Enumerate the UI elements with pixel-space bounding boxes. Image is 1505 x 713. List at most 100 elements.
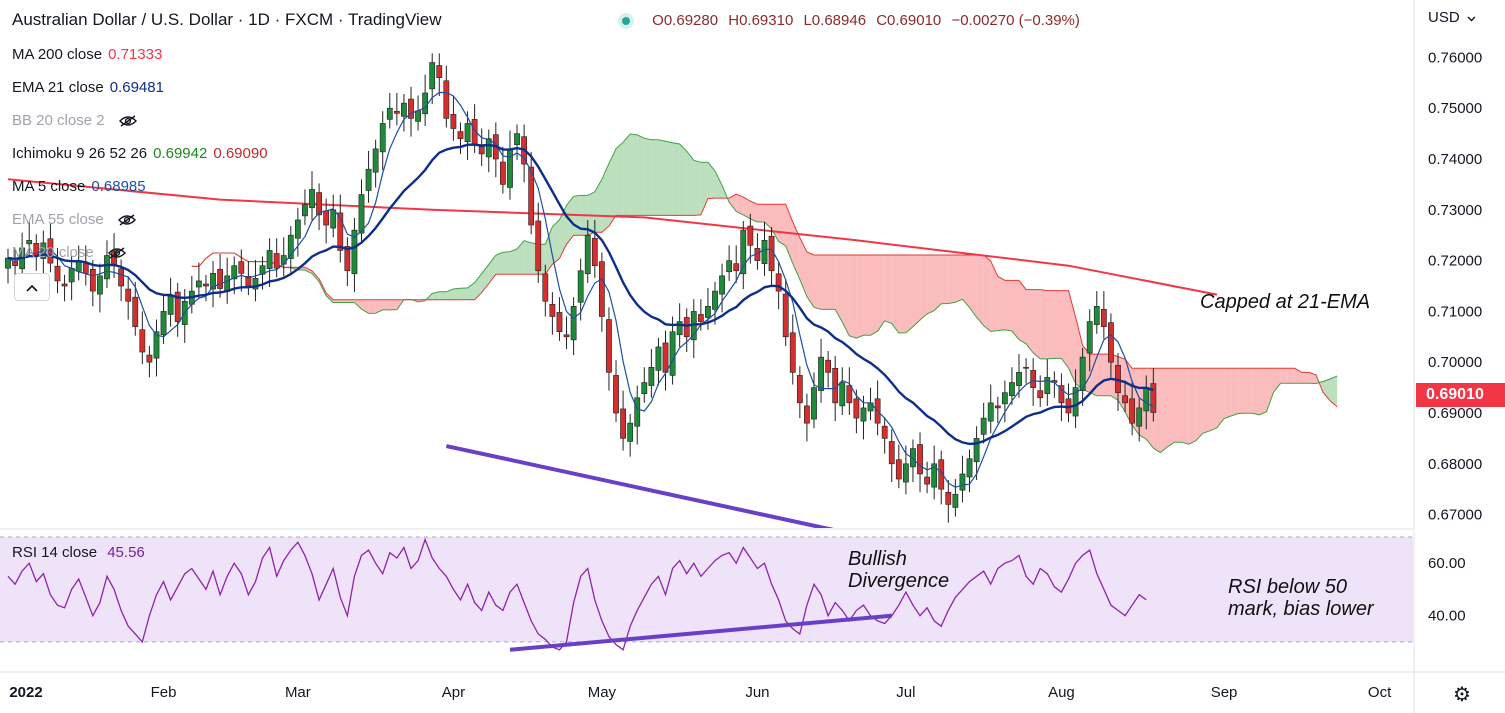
cloud-segment bbox=[792, 221, 800, 280]
cloud-segment bbox=[601, 163, 609, 233]
annotation-bullish-divergence: Bullish Divergence bbox=[848, 548, 949, 592]
candle-body bbox=[959, 473, 966, 491]
candle-body bbox=[563, 334, 570, 338]
candle-body bbox=[1044, 377, 1051, 394]
price-tick-label: 0.73000 bbox=[1428, 202, 1482, 219]
legend-ma20[interactable]: MA 20 close bbox=[12, 244, 126, 261]
candle-body bbox=[818, 356, 824, 391]
legend-ichimoku[interactable]: Ichimoku 9 26 52 26 0.69942 0.69090 bbox=[12, 145, 268, 162]
legend-ema55[interactable]: EMA 55 close bbox=[12, 211, 136, 228]
candle-body bbox=[203, 283, 209, 287]
hidden-eye-icon[interactable] bbox=[117, 214, 136, 226]
legend-ma5-label: MA 5 close bbox=[12, 178, 86, 195]
cloud-segment bbox=[729, 194, 737, 212]
candle-body bbox=[697, 314, 704, 322]
candle-body bbox=[1079, 356, 1086, 391]
time-tick-label: Sep bbox=[1211, 684, 1238, 701]
currency-selector[interactable]: USD bbox=[1428, 9, 1476, 26]
price-tick-label: 0.68000 bbox=[1428, 456, 1482, 473]
cloud-segment bbox=[1330, 375, 1338, 407]
legend-rsi[interactable]: RSI 14 close 45.56 bbox=[12, 544, 145, 561]
candle-body bbox=[309, 189, 315, 209]
cloud-segment bbox=[460, 287, 468, 300]
candle-body bbox=[902, 463, 909, 483]
cloud-segment bbox=[453, 288, 461, 300]
cloud-segment bbox=[665, 141, 673, 216]
candle-body bbox=[302, 204, 308, 217]
cloud-segment bbox=[509, 249, 518, 275]
cloud-segment bbox=[1188, 368, 1196, 445]
legend-ema21[interactable]: EMA 21 close 0.69481 bbox=[12, 79, 164, 96]
candle-body bbox=[952, 493, 959, 508]
candle-body bbox=[980, 417, 987, 435]
legend-ma20-label: MA 20 close bbox=[12, 244, 94, 261]
candle-body bbox=[584, 234, 591, 275]
candle-body bbox=[153, 331, 160, 359]
candle-body bbox=[881, 425, 888, 439]
cloud-segment bbox=[495, 252, 503, 275]
legend-bb[interactable]: BB 20 close 2 bbox=[12, 112, 137, 129]
candle-body bbox=[924, 476, 930, 485]
time-tick-label: Jun bbox=[745, 684, 769, 701]
candle-body bbox=[125, 288, 132, 302]
candle-body bbox=[97, 275, 103, 295]
cloud-segment bbox=[693, 160, 701, 216]
candle-body bbox=[733, 263, 740, 272]
cloud-segment bbox=[1315, 374, 1324, 393]
candle-body bbox=[287, 234, 294, 259]
candle-body bbox=[393, 110, 400, 114]
legend-ma200[interactable]: MA 200 close 0.71333 bbox=[12, 46, 162, 63]
candle-body bbox=[323, 210, 330, 226]
cloud-segment bbox=[1252, 368, 1260, 415]
candle-body bbox=[499, 161, 506, 185]
cloud-segment bbox=[651, 139, 659, 216]
candle-body bbox=[910, 448, 916, 468]
cloud-segment bbox=[750, 201, 758, 222]
cloud-segment bbox=[976, 255, 984, 326]
hidden-eye-icon[interactable] bbox=[118, 115, 137, 127]
cloud-segment bbox=[1103, 354, 1111, 396]
candle-body bbox=[931, 463, 938, 488]
candle-body bbox=[1086, 321, 1093, 354]
candle-body bbox=[825, 359, 832, 373]
cloud-segment bbox=[743, 197, 751, 219]
cloud-segment bbox=[1202, 368, 1210, 434]
candle-body bbox=[542, 273, 549, 302]
candle-body bbox=[1108, 322, 1114, 363]
ma200-line bbox=[7, 178, 1218, 296]
candle-body bbox=[294, 219, 301, 239]
legend-ema21-label: EMA 21 close bbox=[12, 79, 104, 96]
cloud-segment bbox=[1195, 368, 1203, 441]
time-axis[interactable]: 2022 Feb Mar Apr May Jun Jul Aug Sep Oct bbox=[9, 684, 1392, 701]
collapse-legend-button[interactable] bbox=[14, 273, 50, 301]
rsi-pane bbox=[0, 536, 1413, 652]
candle-body bbox=[1143, 387, 1150, 412]
candle-body bbox=[266, 250, 273, 270]
ohlc-change: −0.00270 (−0.39%) bbox=[951, 12, 1080, 29]
cloud-segment bbox=[644, 138, 652, 216]
cloud-segment bbox=[948, 255, 956, 304]
candle-body bbox=[577, 270, 584, 303]
legend-ma5[interactable]: MA 5 close 0.68985 bbox=[12, 178, 146, 195]
time-tick-label: Oct bbox=[1368, 684, 1392, 701]
cloud-segment bbox=[1209, 368, 1217, 431]
settings-gear-icon[interactable]: ⚙ bbox=[1453, 684, 1471, 706]
symbol-title[interactable]: Australian Dollar / U.S. Dollar · 1D · F… bbox=[12, 10, 442, 29]
candle-body bbox=[634, 397, 641, 427]
candle-body bbox=[1001, 392, 1008, 405]
candle-body bbox=[450, 113, 457, 129]
cloud-segment bbox=[736, 194, 744, 215]
candle-body bbox=[507, 148, 513, 188]
hidden-eye-icon[interactable] bbox=[107, 247, 126, 259]
time-tick-label: May bbox=[588, 684, 617, 701]
candle-body bbox=[606, 319, 612, 373]
price-divergence-line bbox=[445, 444, 834, 528]
candle-body bbox=[1150, 383, 1157, 413]
legend-bb-label: BB 20 close 2 bbox=[12, 112, 105, 129]
candle-body bbox=[832, 367, 839, 404]
candle-body bbox=[5, 257, 11, 269]
cloud-segment bbox=[905, 255, 913, 333]
price-axis[interactable]: 0.67000 0.68000 0.69000 0.70000 0.71000 0.720… bbox=[1428, 49, 1482, 624]
candle-body bbox=[217, 268, 223, 289]
